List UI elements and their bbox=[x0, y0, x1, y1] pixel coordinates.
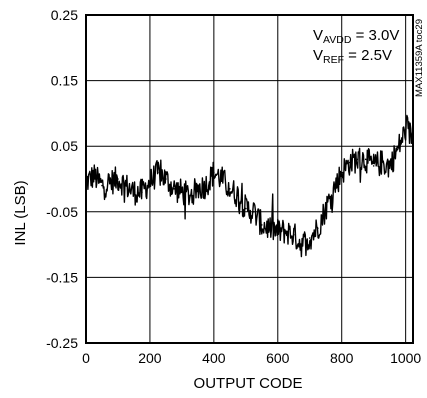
inl-data-point bbox=[101, 184, 103, 187]
y-tick-label: -0.15 bbox=[46, 269, 78, 285]
x-tick-label: 0 bbox=[82, 350, 90, 366]
inl-data-point bbox=[292, 233, 295, 236]
inl-data-point bbox=[253, 211, 255, 213]
x-tick-label: 800 bbox=[330, 350, 354, 366]
series-group bbox=[85, 114, 414, 258]
plot-frame bbox=[85, 14, 414, 344]
inl-data-point bbox=[324, 207, 327, 210]
inl-data-point bbox=[364, 158, 367, 161]
inl-data-point bbox=[229, 188, 231, 190]
y-tick-label: -0.25 bbox=[46, 335, 78, 351]
inl-data-point bbox=[149, 181, 151, 184]
inl-data-point bbox=[213, 171, 215, 174]
inl-data-point bbox=[221, 178, 223, 180]
inl-data-point bbox=[268, 227, 271, 229]
inl-data-point bbox=[316, 227, 319, 229]
y-axis-label: INL (LSB) bbox=[12, 180, 29, 245]
x-tick-label: 1000 bbox=[390, 350, 421, 366]
grid bbox=[85, 14, 413, 344]
inl-data-point bbox=[133, 191, 135, 193]
inl-data-point bbox=[93, 174, 95, 177]
inl-data-point bbox=[404, 129, 407, 131]
y-tick-label: 0.05 bbox=[51, 138, 78, 154]
inl-data-point bbox=[205, 184, 207, 187]
inl-data-point bbox=[372, 165, 375, 167]
x-tick-label: 600 bbox=[266, 350, 290, 366]
inl-data-point bbox=[165, 178, 167, 180]
inl-data-point bbox=[380, 161, 383, 164]
inl-data-point bbox=[189, 194, 191, 197]
inl-data-point bbox=[117, 178, 119, 180]
inl-series-line bbox=[85, 114, 414, 258]
figure-id-label: MAX11359A toc29 bbox=[414, 19, 425, 97]
inl-data-point bbox=[109, 181, 111, 184]
x-tick-label: 200 bbox=[138, 350, 162, 366]
inl-data-point bbox=[276, 230, 279, 233]
inl-data-point bbox=[157, 171, 159, 174]
inl-data-point bbox=[245, 207, 247, 210]
x-ticks: 0 200 400 600 800 1000 bbox=[82, 350, 421, 366]
y-ticks: 0.25 0.15 0.05 -0.05 -0.15 -0.25 bbox=[46, 7, 78, 351]
y-tick-label: -0.05 bbox=[46, 204, 78, 220]
inl-data-point bbox=[261, 224, 263, 226]
inl-data-point bbox=[284, 230, 287, 233]
inl-data-point bbox=[125, 184, 127, 187]
inl-data-point bbox=[388, 165, 391, 167]
inl-data-point bbox=[197, 188, 199, 190]
inl-data-point bbox=[340, 171, 343, 174]
inl-data-point bbox=[332, 188, 335, 190]
inl-data-point bbox=[308, 237, 311, 239]
x-axis-label: OUTPUT CODE bbox=[194, 375, 303, 392]
y-tick-label: 0.25 bbox=[51, 7, 78, 23]
inl-data-point bbox=[348, 161, 351, 164]
inl-data-point bbox=[173, 188, 175, 190]
vavdd-annotation: VAVDD = 3.0V bbox=[313, 27, 399, 46]
inl-data-point bbox=[141, 191, 143, 193]
inl-data-point bbox=[237, 194, 239, 197]
inl-data-point bbox=[300, 243, 303, 246]
inl-data-point bbox=[356, 158, 359, 161]
x-tick-label: 400 bbox=[202, 350, 226, 366]
inl-data-point bbox=[181, 191, 183, 193]
vref-annotation: VREF = 2.5V bbox=[313, 47, 392, 66]
inl-data-point bbox=[396, 148, 399, 151]
y-tick-label: 0.15 bbox=[51, 73, 78, 89]
